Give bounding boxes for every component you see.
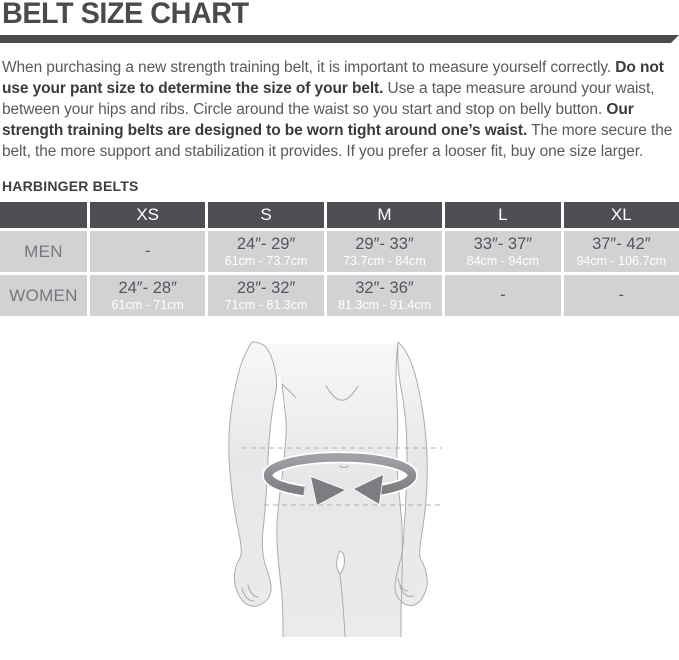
crotch-notch	[335, 550, 345, 575]
size-inches: -	[618, 286, 625, 304]
arrowhead-right	[351, 473, 384, 506]
title-rule	[0, 35, 679, 43]
chest-detail-lines	[241, 383, 414, 602]
size-inches: 24″- 28″	[118, 279, 177, 297]
intro-bold-segment: Our strength training belts are designed…	[2, 101, 634, 139]
intro-segment: When purchasing a new strength training …	[2, 59, 616, 76]
column-header-xs: XS	[90, 202, 206, 228]
size-cm: 73.7cm - 84cm	[343, 254, 426, 268]
waist-measurement-illustration	[227, 341, 442, 637]
figure-container	[0, 338, 679, 637]
size-cell: 29″- 33″ 73.7cm - 84cm	[326, 231, 443, 272]
intro-bold-segment: Do not use your pant size to determine t…	[2, 59, 664, 97]
row-label-men: MEN	[0, 231, 87, 272]
inner-leg-line	[339, 573, 345, 637]
size-cell: 24″- 28″ 61cm - 71cm	[90, 275, 206, 316]
size-cell: -	[90, 231, 206, 272]
size-cm: 61cm - 71cm	[111, 298, 184, 312]
arrowhead-left	[309, 475, 347, 507]
intro-paragraph: When purchasing a new strength training …	[2, 57, 677, 162]
column-header-xl: XL	[563, 202, 679, 228]
page-title: BELT SIZE CHART	[2, 0, 249, 30]
section-heading: HARBINGER BELTS	[2, 178, 139, 194]
size-cell: -	[563, 275, 679, 316]
size-cell: 32″- 36″ 81.3cm - 91.4cm	[326, 275, 443, 316]
size-inches: -	[500, 286, 506, 304]
torso-outline	[275, 343, 403, 637]
column-header-m: M	[326, 202, 443, 228]
row-label-women: WOMEN	[0, 275, 87, 316]
size-inches: 33″- 37″	[473, 235, 533, 253]
size-inches: 32″- 36″	[355, 279, 414, 297]
size-cm: 71cm - 81.3cm	[224, 298, 308, 312]
belt-size-table: XS S M L XL MEN -24″- 29″ 61cm - 73.7cm 29″- 33″…	[0, 202, 679, 316]
size-cell: 24″- 29″ 61cm - 73.7cm	[208, 231, 324, 272]
left-arm	[227, 341, 277, 607]
size-inches: 28″- 32″	[236, 279, 296, 297]
size-inches: 37″- 42″	[592, 235, 651, 253]
intro-segment: The more secure the belt, the more suppo…	[2, 122, 673, 160]
intro-segment: Use a tape measure around your waist, be…	[2, 80, 655, 118]
table-corner-cell	[0, 202, 87, 228]
measuring-tape-arrow	[261, 451, 418, 507]
size-inches: 24″- 29″	[236, 235, 296, 253]
size-cm: 94cm - 106.7cm	[576, 254, 667, 268]
size-cm: 61cm - 73.7cm	[224, 254, 308, 268]
size-inches: 29″- 33″	[355, 235, 414, 253]
size-cell: -	[445, 275, 561, 316]
size-cm: 81.3cm - 91.4cm	[337, 298, 432, 312]
size-cell: 33″- 37″ 84cm - 94cm	[445, 231, 561, 272]
column-header-s: S	[208, 202, 324, 228]
size-cell: 37″- 42″ 94cm - 106.7cm	[563, 231, 679, 272]
size-cm: 84cm - 94cm	[466, 254, 540, 268]
size-cell: 28″- 32″ 71cm - 81.3cm	[208, 275, 324, 316]
size-inches: -	[144, 242, 151, 260]
column-header-l: L	[445, 202, 561, 228]
